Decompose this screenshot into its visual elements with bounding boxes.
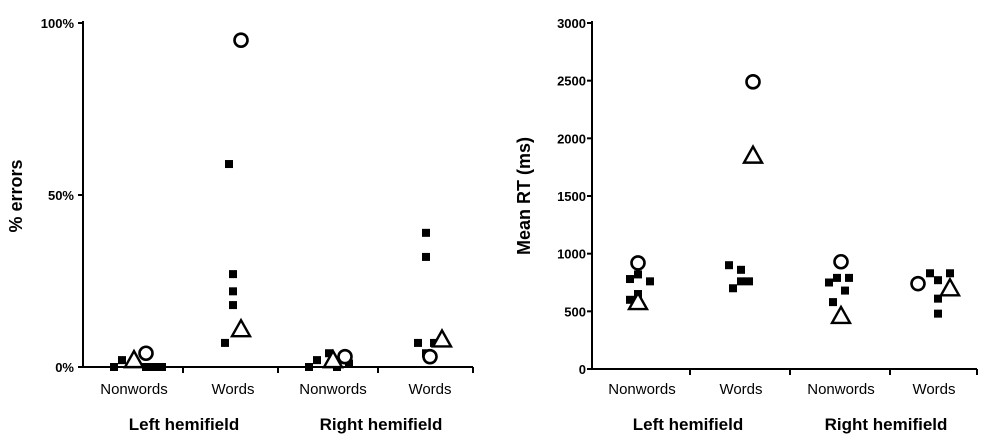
errors-square-point <box>229 287 237 296</box>
rt-panel: Mean RT (ms) Nonwords Words Nonwords Wor… <box>514 16 978 434</box>
rt-triangle-point <box>626 290 650 311</box>
errors-square-point <box>422 252 430 261</box>
rt-square-point <box>737 265 745 274</box>
rt-square-point <box>829 298 837 307</box>
errors-square-point <box>110 363 118 371</box>
errors-square-point <box>414 338 422 347</box>
errors-panel: % errors Nonwords Words Nonwords Words L… <box>6 16 474 434</box>
rt-square-point <box>745 277 753 286</box>
errors-group-label-left: Left hemifield <box>129 415 240 434</box>
errors-triangle-point <box>122 348 146 369</box>
rt-group-label-left: Left hemifield <box>633 415 744 434</box>
rt-y-axis-label: Mean RT (ms) <box>514 137 534 255</box>
errors-y-tick-label: 100% <box>41 16 75 31</box>
errors-triangle-point <box>229 317 253 338</box>
rt-category-label-1: Words <box>719 381 762 398</box>
errors-square-point <box>229 301 237 310</box>
rt-square-point <box>845 273 853 282</box>
errors-square-point <box>158 363 166 371</box>
errors-triangle-point <box>321 348 345 369</box>
rt-y-tick-label: 3000 <box>557 16 586 31</box>
rt-square-point <box>626 275 634 284</box>
rt-square-point <box>946 269 954 278</box>
errors-category-label-2: Nonwords <box>299 381 367 398</box>
errors-category-label-1: Words <box>211 381 254 398</box>
rt-square-point <box>934 309 942 318</box>
errors-circle-point <box>233 32 249 49</box>
errors-square-point <box>142 363 150 371</box>
rt-square-point <box>825 278 833 287</box>
rt-circle-point <box>745 74 761 90</box>
rt-category-label-0: Nonwords <box>608 381 676 398</box>
errors-square-point <box>305 363 313 371</box>
rt-square-point <box>934 294 942 303</box>
errors-category-label-3: Words <box>408 381 451 398</box>
errors-category-label-0: Nonwords <box>100 381 168 398</box>
rt-category-label-2: Nonwords <box>807 381 875 398</box>
errors-y-tick-label: 0% <box>55 360 74 375</box>
rt-y-tick-label: 1000 <box>557 247 586 262</box>
rt-circle-point <box>833 253 849 270</box>
errors-square-point <box>118 356 126 365</box>
errors-square-point <box>313 356 321 365</box>
rt-y-tick-label: 0 <box>579 362 586 377</box>
rt-triangle-point <box>938 276 962 297</box>
rt-category-label-3: Words <box>912 381 955 398</box>
errors-circle-point <box>138 345 154 362</box>
rt-square-point <box>833 273 841 282</box>
errors-y-tick-label: 50% <box>48 188 74 203</box>
errors-y-axis-label: % errors <box>6 159 26 232</box>
errors-square-point <box>225 160 233 169</box>
errors-circle-point <box>422 348 438 365</box>
rt-y-tick-label: 1500 <box>557 189 586 204</box>
rt-square-point <box>646 277 654 286</box>
errors-square-point <box>229 270 237 279</box>
rt-square-point <box>737 277 745 286</box>
errors-group-label-right: Right hemifield <box>320 415 443 434</box>
errors-square-point <box>422 228 430 237</box>
rt-square-point <box>634 270 642 279</box>
rt-triangle-point <box>741 144 765 164</box>
rt-square-point <box>725 261 733 270</box>
rt-square-point <box>626 295 634 304</box>
rt-square-point <box>841 286 849 295</box>
errors-circle-point <box>337 348 353 365</box>
rt-circle-point <box>910 275 926 292</box>
rt-circle-point <box>630 255 646 271</box>
errors-triangle-point <box>430 328 454 348</box>
rt-y-tick-label: 500 <box>564 304 586 319</box>
rt-square-point <box>934 276 942 285</box>
errors-square-point <box>150 363 158 371</box>
errors-square-point <box>345 359 353 368</box>
errors-square-point <box>325 349 333 358</box>
rt-square-point <box>926 269 934 278</box>
rt-group-label-right: Right hemifield <box>825 415 948 434</box>
rt-square-point <box>729 284 737 293</box>
errors-square-point <box>221 338 229 347</box>
rt-y-tick-label: 2500 <box>557 74 586 89</box>
rt-y-tick-label: 2000 <box>557 131 586 146</box>
rt-triangle-point <box>829 304 853 325</box>
